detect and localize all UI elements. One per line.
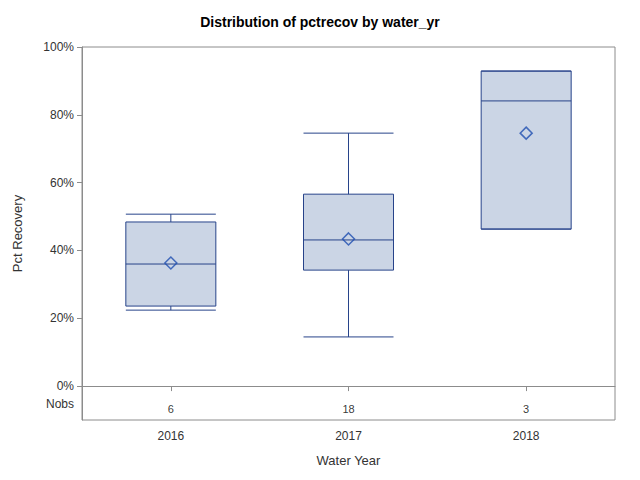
svg-text:100%: 100% — [43, 40, 74, 54]
svg-text:2016: 2016 — [157, 429, 184, 443]
svg-text:6: 6 — [168, 403, 174, 415]
svg-text:20%: 20% — [50, 311, 74, 325]
svg-text:Water Year: Water Year — [317, 453, 382, 468]
svg-text:2017: 2017 — [335, 429, 362, 443]
svg-text:40%: 40% — [50, 243, 74, 257]
svg-text:Pct Recovery: Pct Recovery — [10, 194, 25, 272]
svg-text:2018: 2018 — [513, 429, 540, 443]
svg-text:Distribution of pctrecov by wa: Distribution of pctrecov by water_yr — [200, 14, 440, 30]
svg-text:3: 3 — [523, 403, 529, 415]
svg-text:Nobs: Nobs — [46, 397, 74, 411]
svg-text:60%: 60% — [50, 176, 74, 190]
svg-text:80%: 80% — [50, 108, 74, 122]
svg-text:0%: 0% — [57, 379, 75, 393]
svg-text:18: 18 — [342, 403, 354, 415]
